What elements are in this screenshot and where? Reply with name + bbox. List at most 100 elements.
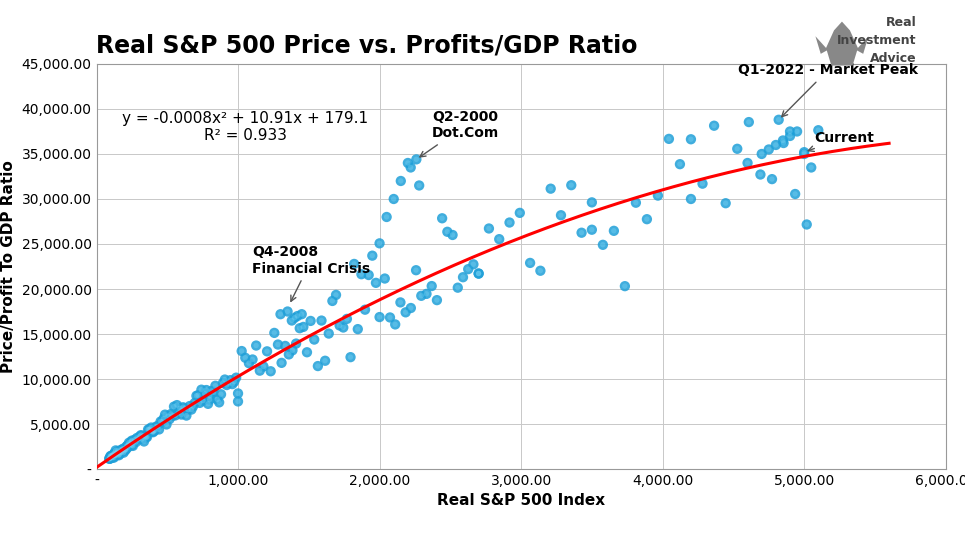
Point — [753, 170, 768, 179]
Point — [107, 451, 123, 459]
Point — [706, 122, 722, 130]
Point — [104, 451, 120, 460]
Point — [102, 454, 118, 462]
Point — [130, 435, 146, 443]
Point — [574, 229, 590, 237]
Point — [107, 451, 123, 459]
Point — [285, 346, 300, 354]
Point — [411, 181, 427, 190]
Point — [429, 296, 445, 304]
Point — [379, 213, 395, 221]
Point — [174, 406, 189, 415]
Point — [217, 375, 233, 384]
Point — [110, 449, 125, 457]
Point — [424, 282, 439, 290]
Point — [189, 392, 205, 400]
Point — [147, 426, 162, 435]
Point — [107, 451, 123, 459]
Point — [124, 438, 139, 446]
Point — [280, 307, 295, 316]
Point — [124, 437, 140, 445]
Point — [280, 307, 295, 316]
Point — [223, 376, 238, 384]
Point — [162, 415, 178, 423]
Point — [102, 452, 118, 461]
Point — [512, 208, 528, 217]
Point — [202, 392, 217, 400]
Point — [343, 353, 358, 361]
Point — [122, 440, 137, 449]
Point — [101, 455, 117, 463]
Point — [237, 353, 253, 362]
Point — [346, 260, 362, 268]
Point — [248, 341, 263, 350]
Point — [112, 450, 127, 458]
Point — [103, 453, 119, 462]
Point — [584, 225, 599, 234]
Point — [379, 213, 395, 221]
Point — [241, 359, 257, 367]
Point — [661, 135, 676, 143]
Point — [202, 395, 217, 404]
Point — [287, 313, 302, 322]
Point — [188, 391, 204, 400]
Point — [328, 290, 344, 299]
Point — [491, 235, 507, 244]
Point — [533, 266, 548, 275]
Point — [137, 432, 152, 441]
Point — [695, 180, 710, 188]
Point — [128, 438, 144, 446]
Point — [303, 317, 318, 325]
Point — [730, 144, 745, 153]
Point — [482, 224, 497, 233]
Point — [104, 452, 120, 461]
Point — [204, 386, 219, 395]
Point — [141, 425, 156, 434]
Point — [369, 279, 384, 287]
Point — [149, 422, 164, 431]
Point — [595, 240, 611, 249]
Point — [270, 340, 286, 349]
Point — [783, 127, 798, 136]
Point — [741, 118, 757, 126]
Point — [263, 367, 279, 376]
Point — [121, 441, 136, 449]
Point — [683, 135, 699, 143]
Point — [107, 449, 123, 458]
Point — [104, 451, 120, 460]
Point — [112, 448, 127, 457]
Point — [471, 269, 486, 278]
Point — [124, 437, 140, 445]
Point — [796, 148, 812, 157]
Point — [106, 451, 122, 460]
Point — [365, 252, 380, 260]
Point — [339, 314, 354, 323]
Point — [115, 447, 130, 456]
Point — [207, 382, 223, 390]
Point — [132, 432, 148, 440]
Point — [455, 273, 471, 281]
Point — [543, 184, 559, 193]
Point — [115, 445, 130, 453]
Point — [102, 454, 118, 463]
Point — [158, 420, 174, 429]
Point — [290, 312, 305, 320]
Point — [123, 440, 138, 448]
Point — [105, 450, 121, 459]
Point — [361, 271, 376, 279]
Point — [292, 324, 308, 333]
Point — [324, 297, 340, 305]
Point — [109, 448, 124, 457]
Point — [245, 355, 261, 364]
Point — [120, 443, 135, 451]
Point — [199, 386, 214, 394]
Point — [124, 441, 140, 449]
Point — [174, 406, 189, 415]
Point — [147, 426, 162, 435]
Point — [361, 271, 376, 279]
Point — [256, 362, 271, 371]
Point — [761, 145, 777, 154]
Point — [533, 266, 548, 275]
Point — [134, 435, 150, 443]
Point — [299, 348, 315, 357]
